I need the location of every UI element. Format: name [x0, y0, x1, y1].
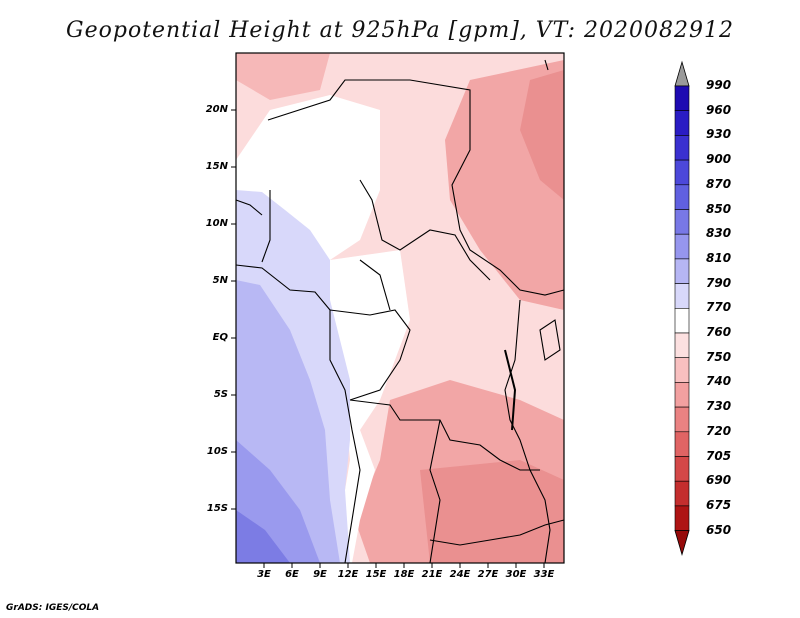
colorbar-segment: [674, 283, 690, 309]
lat-label: 5N: [212, 275, 228, 286]
lat-label: 10S: [206, 446, 228, 457]
height-region-740-northwest: [236, 53, 330, 100]
border-line-coast-west: [235, 199, 263, 216]
lon-label: 12E: [337, 569, 359, 580]
colorbar-label: 990: [706, 78, 732, 92]
colorbar-label: 770: [706, 300, 732, 315]
colorbar-segment: [674, 135, 690, 161]
colorbar-segment: [674, 159, 690, 186]
colorbar-label: 870: [706, 176, 732, 191]
colorbar-arrow-bottom: [674, 530, 690, 557]
lon-label: 3E: [257, 569, 271, 580]
colorbar-segment: [674, 332, 690, 359]
colorbar-segment: [674, 406, 690, 433]
colorbar-arrow-top: [674, 60, 690, 87]
colorbar-label: 720: [706, 423, 732, 438]
colorbar-segment: [674, 233, 690, 260]
colorbar-label: 830: [706, 226, 732, 241]
lon-label: 15E: [365, 569, 387, 580]
lon-label: 9E: [313, 569, 327, 580]
map-frame: [235, 52, 565, 564]
colorbar-label: 900: [706, 152, 732, 167]
footer-credit: GrADS: IGES/COLA: [6, 603, 100, 613]
lake-victoria: [539, 319, 561, 361]
colorbar-label: 650: [706, 522, 732, 537]
colorbar-label: 730: [706, 399, 732, 414]
lon-label: 24E: [449, 569, 471, 580]
lon-label: 6E: [285, 569, 299, 580]
lat-label: EQ: [212, 332, 228, 343]
colorbar-segment: [674, 431, 690, 457]
border-line-north: [267, 79, 565, 296]
border-line-cameroon: [359, 259, 391, 311]
height-region-830-ocean: [236, 510, 290, 563]
lon-label: 27E: [477, 569, 499, 580]
lat-label: 15N: [205, 161, 228, 172]
border-line-congo: [329, 309, 411, 401]
colorbar-segment: [674, 184, 690, 210]
border-line-east: [504, 299, 551, 564]
colorbar-label: 690: [706, 473, 732, 488]
lon-label: 21E: [421, 569, 443, 580]
colorbar: [674, 60, 690, 557]
border-line-angola-zambia: [429, 419, 441, 564]
colorbar-segment: [674, 382, 690, 408]
colorbar-label: 760: [706, 325, 732, 339]
colorbar-label: 750: [706, 349, 732, 364]
west-coastline: [235, 264, 361, 564]
lat-label: 5S: [213, 389, 228, 400]
colorbar-segment: [674, 85, 690, 112]
border-line-west-africa: [261, 190, 271, 263]
colorbar-segment: [674, 505, 690, 531]
colorbar-label: 850: [706, 201, 732, 216]
border-line-southern: [429, 519, 565, 546]
colorbar-segment: [674, 456, 690, 482]
colorbar-segment: [674, 258, 690, 284]
lon-label: 18E: [393, 569, 415, 580]
border-line-south-central: [349, 399, 540, 471]
lake-tanganyika: [504, 349, 517, 431]
colorbar-label: 790: [706, 275, 732, 290]
lat-label: 15S: [206, 503, 228, 514]
height-region-720-northeast: [520, 70, 564, 200]
colorbar-segment: [674, 110, 690, 136]
northeast-coast-fragment: [544, 59, 549, 71]
lon-ticks: [263, 563, 545, 568]
chart-title: Geopotential Height at 925hPa [gpm], VT:…: [66, 18, 734, 43]
lat-ticks: [231, 109, 236, 510]
lon-label: 33E: [533, 569, 555, 580]
colorbar-label: 740: [706, 374, 732, 389]
lat-label: 10N: [205, 218, 228, 229]
height-region-760-coastal: [330, 250, 410, 563]
colorbar-label: 930: [706, 127, 732, 142]
colorbar-segment: [674, 357, 690, 383]
colorbar-label: 675: [706, 497, 732, 512]
coastlines-and-borders: [235, 59, 565, 564]
colorbar-label: 705: [706, 448, 732, 463]
lat-label: 20N: [205, 104, 228, 115]
colorbar-segment: [674, 209, 690, 235]
lon-label: 30E: [505, 569, 527, 580]
border-line-central: [359, 179, 491, 281]
colorbar-label: 810: [706, 250, 732, 265]
colorbar-segment: [674, 480, 690, 507]
colorbar-segment: [674, 307, 690, 334]
colorbar-label: 960: [706, 102, 732, 117]
height-region-720-south: [420, 460, 564, 563]
